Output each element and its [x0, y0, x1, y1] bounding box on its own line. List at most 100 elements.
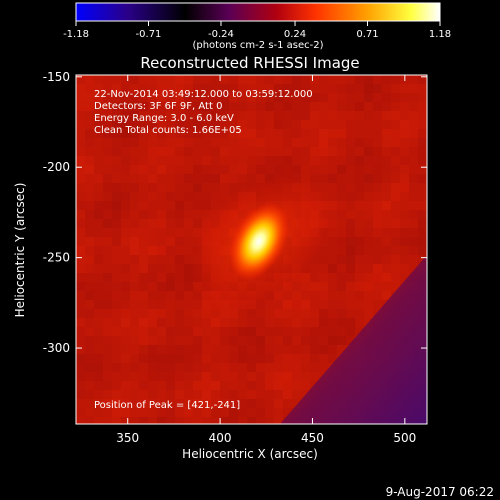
heatmap-cell	[166, 291, 175, 300]
heatmap-cell	[175, 318, 184, 327]
heatmap-cell	[121, 417, 130, 424]
heatmap-cell	[103, 129, 112, 138]
heatmap-cell	[166, 174, 175, 183]
heatmap-cell	[94, 255, 103, 264]
heatmap-cell	[292, 372, 301, 381]
heatmap-cell	[418, 138, 427, 147]
heatmap-cell	[76, 219, 85, 228]
heatmap-cell	[220, 75, 229, 84]
heatmap-cell	[166, 345, 175, 354]
heatmap-cell	[85, 336, 94, 345]
heatmap-cell	[85, 246, 94, 255]
heatmap-cell	[184, 363, 193, 372]
heatmap-cell	[265, 399, 274, 408]
heatmap-cell	[85, 84, 94, 93]
heatmap-cell	[175, 120, 184, 129]
heatmap-cell	[193, 75, 202, 84]
heatmap-cell	[220, 318, 229, 327]
heatmap-cell	[391, 102, 400, 111]
heatmap-cell	[418, 210, 427, 219]
heatmap-cell	[157, 264, 166, 273]
heatmap-cell	[112, 246, 121, 255]
heatmap-cell	[85, 93, 94, 102]
heatmap-cell	[76, 264, 85, 273]
heatmap-cell	[400, 174, 409, 183]
heatmap-cell	[175, 201, 184, 210]
heatmap-cell	[76, 318, 85, 327]
heatmap-cell	[130, 336, 139, 345]
heatmap-cell	[184, 84, 193, 93]
heatmap-cell	[265, 120, 274, 129]
heatmap-cell	[346, 102, 355, 111]
plot-frame	[75, 74, 428, 425]
y-tick-label: -300	[43, 341, 70, 355]
heatmap-cell	[238, 417, 247, 424]
heatmap-cell	[346, 264, 355, 273]
heatmap-cell	[121, 156, 130, 165]
heatmap-cell	[328, 111, 337, 120]
heatmap-cell	[103, 417, 112, 424]
heatmap-cell	[355, 102, 364, 111]
heatmap-cell	[157, 354, 166, 363]
heatmap-cell	[121, 372, 130, 381]
heatmap-cell	[346, 129, 355, 138]
heatmap-cell	[238, 309, 247, 318]
heatmap-cell	[409, 93, 418, 102]
heatmap-cell	[112, 309, 121, 318]
heatmap-cell	[256, 138, 265, 147]
heatmap-cell	[220, 399, 229, 408]
heatmap-cell	[319, 309, 328, 318]
heatmap-cell	[121, 111, 130, 120]
heatmap-cell	[283, 291, 292, 300]
heatmap-cell	[184, 309, 193, 318]
heatmap-cell	[310, 300, 319, 309]
heatmap-cell	[76, 174, 85, 183]
heatmap-cell	[364, 282, 373, 291]
heatmap-cell	[355, 93, 364, 102]
heatmap-cell	[346, 75, 355, 84]
heatmap-cell	[166, 408, 175, 417]
heatmap-cell	[139, 336, 148, 345]
heatmap-cell	[211, 75, 220, 84]
heatmap-cell	[166, 273, 175, 282]
heatmap-cell	[157, 219, 166, 228]
heatmap-cell	[355, 309, 364, 318]
heatmap-cell	[391, 120, 400, 129]
heatmap-cell	[103, 255, 112, 264]
heatmap-cell	[139, 390, 148, 399]
heatmap-cell	[130, 354, 139, 363]
heatmap-cell	[301, 390, 310, 399]
heatmap-cell	[94, 291, 103, 300]
heatmap-cell	[121, 318, 130, 327]
heatmap-cell	[103, 201, 112, 210]
heatmap-cell	[103, 408, 112, 417]
heatmap-cell	[328, 237, 337, 246]
heatmap-cell	[139, 228, 148, 237]
axis-tick-labels: 350 400 450 500 -150 -200 -250 -300	[43, 70, 417, 445]
heatmap-cell	[112, 363, 121, 372]
heatmap-cell	[364, 237, 373, 246]
heatmap-cell	[211, 408, 220, 417]
heatmap-cell	[373, 300, 382, 309]
heatmap-cell	[157, 111, 166, 120]
heatmap-cell	[301, 84, 310, 93]
heatmap-cell	[346, 255, 355, 264]
heatmap-cell	[229, 93, 238, 102]
heatmap-cell	[85, 309, 94, 318]
heatmap-cell	[418, 75, 427, 84]
heatmap-cell	[418, 219, 427, 228]
heatmap-cell	[220, 408, 229, 417]
heatmap-cell	[175, 408, 184, 417]
heatmap-cell	[337, 228, 346, 237]
heatmap-cell	[103, 237, 112, 246]
heatmap-cell	[139, 363, 148, 372]
heatmap-cell	[94, 354, 103, 363]
heatmap-cell	[94, 111, 103, 120]
heatmap-cell	[157, 201, 166, 210]
heatmap-cell	[373, 192, 382, 201]
heatmap-cell	[337, 174, 346, 183]
heatmap-cell	[112, 210, 121, 219]
heatmap-cell	[301, 75, 310, 84]
heatmap-cell	[202, 327, 211, 336]
heatmap-cell	[328, 354, 337, 363]
